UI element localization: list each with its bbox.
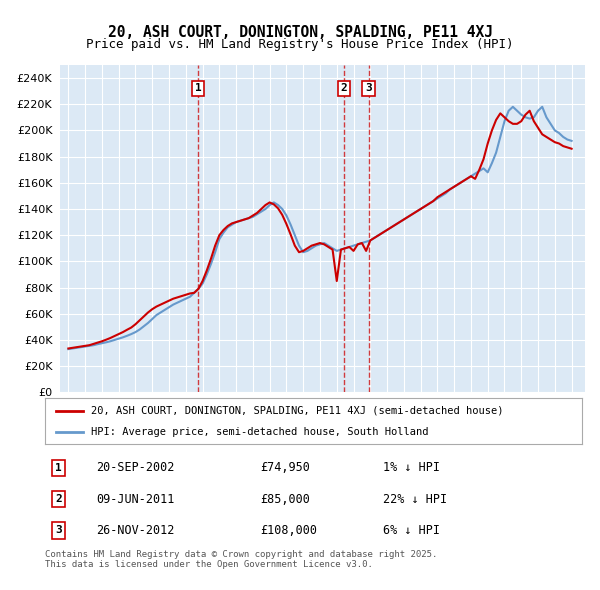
Text: 20-SEP-2002: 20-SEP-2002 <box>96 461 175 474</box>
Text: 1% ↓ HPI: 1% ↓ HPI <box>383 461 440 474</box>
Text: 2: 2 <box>55 494 62 504</box>
Text: 20, ASH COURT, DONINGTON, SPALDING, PE11 4XJ: 20, ASH COURT, DONINGTON, SPALDING, PE11… <box>107 25 493 40</box>
Text: Contains HM Land Registry data © Crown copyright and database right 2025.
This d: Contains HM Land Registry data © Crown c… <box>45 550 437 569</box>
Text: £85,000: £85,000 <box>260 493 310 506</box>
Text: 1: 1 <box>194 83 201 93</box>
Text: £108,000: £108,000 <box>260 524 317 537</box>
Text: 3: 3 <box>365 83 372 93</box>
Text: 1: 1 <box>55 463 62 473</box>
Text: Price paid vs. HM Land Registry's House Price Index (HPI): Price paid vs. HM Land Registry's House … <box>86 38 514 51</box>
Text: £74,950: £74,950 <box>260 461 310 474</box>
Text: 3: 3 <box>55 525 62 535</box>
Text: HPI: Average price, semi-detached house, South Holland: HPI: Average price, semi-detached house,… <box>91 427 428 437</box>
Text: 22% ↓ HPI: 22% ↓ HPI <box>383 493 448 506</box>
Text: 09-JUN-2011: 09-JUN-2011 <box>96 493 175 506</box>
Text: 6% ↓ HPI: 6% ↓ HPI <box>383 524 440 537</box>
Text: 2: 2 <box>341 83 347 93</box>
Text: 26-NOV-2012: 26-NOV-2012 <box>96 524 175 537</box>
Text: 20, ASH COURT, DONINGTON, SPALDING, PE11 4XJ (semi-detached house): 20, ASH COURT, DONINGTON, SPALDING, PE11… <box>91 405 503 415</box>
